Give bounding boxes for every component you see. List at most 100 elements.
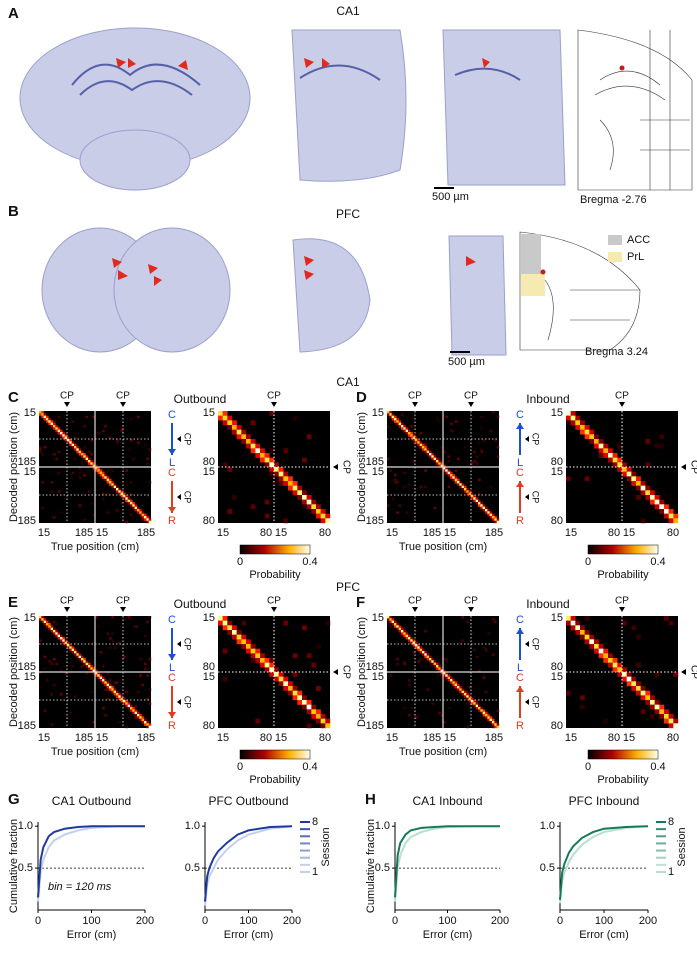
x-tick-label: 100 xyxy=(595,915,613,927)
heatmap-pixel xyxy=(283,686,289,691)
heatmap-pixel xyxy=(43,415,47,419)
heatmap-pixel xyxy=(608,662,613,668)
heatmap-pixel xyxy=(88,490,91,493)
arrowhead xyxy=(128,58,136,68)
heatmap-pixel xyxy=(250,504,256,510)
heatmap-pixel xyxy=(445,676,448,680)
arrow-label: R xyxy=(168,720,176,732)
x-tick-label: 15 xyxy=(444,527,456,539)
heatmap-pixel xyxy=(424,485,427,489)
heatmap-pixel xyxy=(48,627,51,631)
heatmap-pixel xyxy=(137,415,140,419)
heatmap-pixel xyxy=(457,483,460,486)
heatmap-pixel xyxy=(130,481,133,484)
cp-label: CP xyxy=(183,638,193,651)
heatmap-pixel xyxy=(387,411,390,414)
y-tick-label: 15 xyxy=(551,407,563,419)
heatmap-pixel xyxy=(664,714,669,719)
heatmap-pixel xyxy=(283,471,289,477)
y-tick-label: 185 xyxy=(366,661,384,673)
heatmap-pixel xyxy=(480,502,483,505)
panel-label: C xyxy=(8,389,19,406)
heatmap-pixel xyxy=(55,429,58,433)
heatmap-pixel xyxy=(391,623,395,626)
heatmap-pixel xyxy=(232,625,237,631)
heatmap-pixel xyxy=(316,718,321,724)
bregma-label: Bregma 3.24 xyxy=(585,346,648,358)
heatmap-pixel xyxy=(53,630,56,633)
heatmap-pixel xyxy=(570,625,576,631)
heatmap-pixel xyxy=(283,620,289,626)
chart-title: CA1 Inbound xyxy=(412,794,482,808)
heatmap-pixel xyxy=(69,646,72,649)
heatmap-pixel xyxy=(39,448,42,451)
heatmap-pixel xyxy=(631,476,637,482)
heatmap-pixel xyxy=(88,450,91,454)
heatmap-pixel xyxy=(81,658,84,661)
heatmap-pixel xyxy=(487,511,490,514)
heatmap-pixel xyxy=(278,476,284,482)
heatmap-pixel xyxy=(144,723,147,726)
heatmap-pixel xyxy=(120,495,124,498)
heatmap-pixel xyxy=(106,478,110,482)
arrowhead xyxy=(148,264,158,274)
heatmap-pixel xyxy=(412,436,416,440)
heatmap-pixel xyxy=(412,639,416,642)
heatmap-pixel xyxy=(445,415,448,419)
heatmap-pixel xyxy=(41,413,44,416)
heatmap-pixel xyxy=(496,725,500,729)
cp-label: CP xyxy=(340,460,351,474)
heatmap-pixel xyxy=(436,457,439,461)
heatmap-pixel xyxy=(650,700,655,705)
heatmap-pixel xyxy=(636,690,641,696)
y-tick-label: 185 xyxy=(18,720,36,732)
heatmap-pixel xyxy=(598,653,604,659)
heatmap-pixel xyxy=(74,443,77,447)
heatmap-pixel xyxy=(408,679,411,682)
panel-label: A xyxy=(8,5,19,22)
heatmap-pixel xyxy=(589,639,595,645)
cp-marker xyxy=(525,494,529,500)
heatmap-pixel xyxy=(436,662,439,666)
x-tick-label: 80 xyxy=(260,527,272,539)
heatmap-pixel xyxy=(60,511,63,514)
heatmap-pixel xyxy=(260,448,265,454)
heatmap-pixel xyxy=(631,686,637,691)
heatmap-pixel xyxy=(278,467,284,472)
heatmap-pixel xyxy=(125,520,128,524)
heatmap-pixel xyxy=(401,630,404,633)
heatmap-pixel xyxy=(106,481,110,484)
panel-label: F xyxy=(356,594,365,611)
heatmap-pixel xyxy=(473,702,476,705)
heatmap-pixel xyxy=(120,427,124,430)
heatmap-pixel xyxy=(46,679,49,682)
heatmap-pixel xyxy=(50,723,54,726)
heatmap-pixel xyxy=(445,471,448,475)
heatmap-pixel xyxy=(97,672,100,675)
cp-label: CP xyxy=(183,491,193,504)
arrow-head xyxy=(168,449,176,455)
heatmap-pixel xyxy=(46,420,49,423)
y-tick-label: 0.5 xyxy=(375,862,390,874)
heatmap-pixel xyxy=(412,641,416,645)
heatmap-pixel xyxy=(78,450,82,454)
heatmap-pixel xyxy=(659,709,665,715)
heatmap-pixel xyxy=(466,702,469,705)
heatmap-pixel xyxy=(494,439,497,442)
cp-label: CP xyxy=(688,460,697,474)
heatmap-pixel xyxy=(236,434,242,440)
heatmap-pixel xyxy=(69,441,72,444)
heatmap-pixel xyxy=(48,660,51,663)
y-tick-label: 15 xyxy=(203,612,215,624)
heatmap-pixel xyxy=(415,630,418,633)
heatmap-pixel xyxy=(487,632,490,635)
heatmap-pixel xyxy=(461,690,465,694)
heatmap-pixel xyxy=(466,620,469,624)
x-tick-label: 15 xyxy=(386,527,398,539)
heatmap-pixel xyxy=(494,721,497,724)
heatmap-pixel xyxy=(626,672,632,677)
cp-label: CP xyxy=(267,391,281,402)
heatmap-pixel xyxy=(148,518,152,521)
heatmap-pixel xyxy=(438,464,441,468)
heatmap-pixel xyxy=(139,716,142,719)
